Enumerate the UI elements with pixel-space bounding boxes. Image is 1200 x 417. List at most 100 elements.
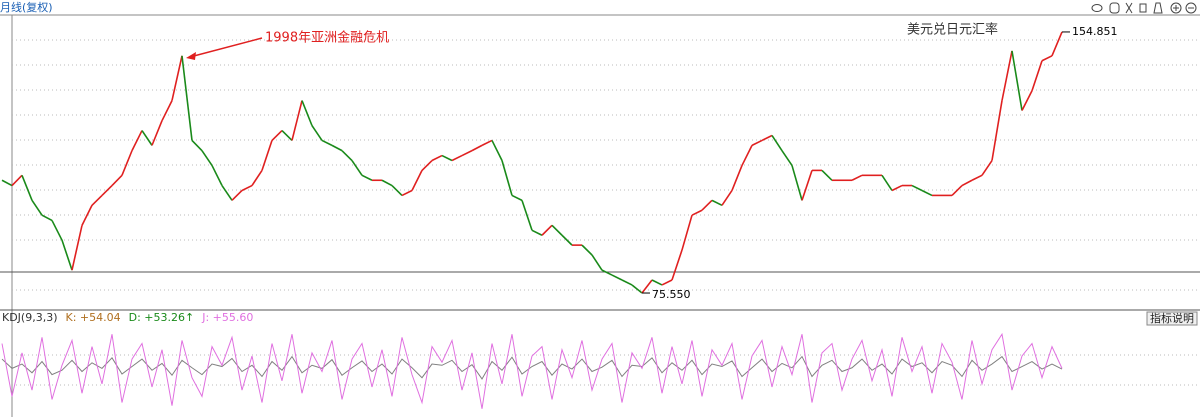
price-segment [211,165,223,186]
price-segment [71,225,83,271]
price-segment [81,204,93,226]
price-segment [651,279,663,286]
price-segment [431,154,443,162]
price-segment [31,199,43,216]
zoom-in-icon[interactable] [1170,2,1182,14]
price-segment [471,144,483,152]
price-segment [11,174,23,187]
price-segment [551,224,563,236]
grid [12,39,1200,386]
price-segment [201,150,213,166]
hand-icon[interactable] [1109,2,1120,14]
price-segment [711,199,723,207]
price-segment [51,220,63,241]
annotation: 1998年亚洲金融危机 [265,30,389,46]
price-segment [771,135,783,152]
price-segment [131,130,143,151]
cross-icon[interactable] [1125,2,1133,14]
price-segment [61,239,73,271]
price-segment [891,184,903,192]
price-segment [291,100,303,141]
price-segment [661,279,673,286]
price-segment [671,249,683,281]
price-segment [511,194,523,202]
price-segment [751,139,763,147]
indicator-button-label[interactable]: 指标说明 [1150,311,1194,325]
price-segment [21,175,33,201]
price-segment [991,100,1003,161]
zoom-out-icon[interactable] [1185,2,1197,14]
toolbar [0,0,1200,15]
price-segment [821,169,833,181]
price-segment [601,269,613,276]
indicator-button[interactable] [1146,311,1198,326]
price-segment [161,100,173,122]
price-segment [341,150,353,162]
price-segment [981,160,993,176]
price-segment [101,184,113,196]
annotation-arrowhead [186,52,196,60]
price-segment [331,144,343,152]
price-segment [421,159,433,171]
price-segment [631,284,643,294]
legend-entry: KDJ(9,3,3) [2,311,58,324]
toolbar-icons [1091,2,1197,14]
data-label: 154.851 [1072,25,1118,38]
price-segment [361,174,373,181]
price-segment [541,224,553,236]
price-segment [921,189,933,197]
price-segment [181,55,193,141]
price-segment [231,189,243,201]
price-segment [1001,50,1013,101]
price-segment [851,174,863,181]
price-segment [41,214,53,222]
price-segment [221,185,233,201]
price-segment [701,199,713,211]
price-segment [461,149,473,157]
zoom-in-plus [1173,5,1179,11]
price-segment [141,130,153,146]
scissors-icon[interactable] [1139,3,1147,13]
legend-entry: J: +55.60 [201,311,253,324]
price-segment [301,100,313,126]
price-segment [721,190,733,206]
price-segment [391,184,403,196]
period-label[interactable]: 月线(复权) [0,0,53,14]
lock-icon[interactable] [1153,2,1163,14]
price-segment [1041,55,1053,62]
price-segment [241,184,253,192]
price-segment [321,139,333,147]
price-segment [641,279,653,294]
price-segment [801,170,813,201]
legend-entry: D: +53.26↑ [129,311,195,324]
eye-icon[interactable] [1091,4,1103,12]
price-segment [91,194,103,206]
price-segment [411,170,423,191]
annotation-arrow [189,37,263,58]
price-segment [731,165,743,191]
price-segment [881,174,893,191]
price-segment [1021,90,1033,111]
price-segment [781,150,793,166]
price-segment [271,129,283,141]
data-label: 75.550 [652,288,691,301]
price-segment [951,184,963,196]
price-segment [521,200,533,231]
price-segment [381,179,393,187]
price-segment [761,134,773,142]
price-segment [191,139,203,152]
price-segment [1031,60,1043,91]
price-segment [151,120,163,146]
price-segment [491,140,503,161]
price-segment [261,140,273,171]
price-segment [441,154,453,162]
price-segment [311,125,323,141]
price-segment [1,179,13,187]
price-segment [911,184,923,192]
price-segment [481,139,493,147]
price-segment [111,174,123,187]
price-segment [531,229,543,236]
price-segment [451,154,463,162]
